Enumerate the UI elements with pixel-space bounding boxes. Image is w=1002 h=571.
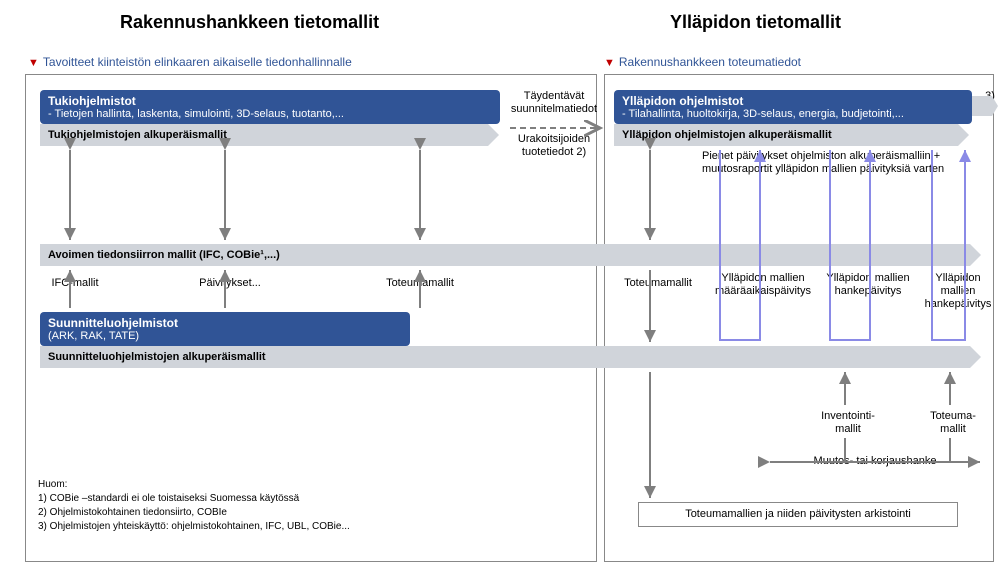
arrows-overlay [0,0,1002,571]
